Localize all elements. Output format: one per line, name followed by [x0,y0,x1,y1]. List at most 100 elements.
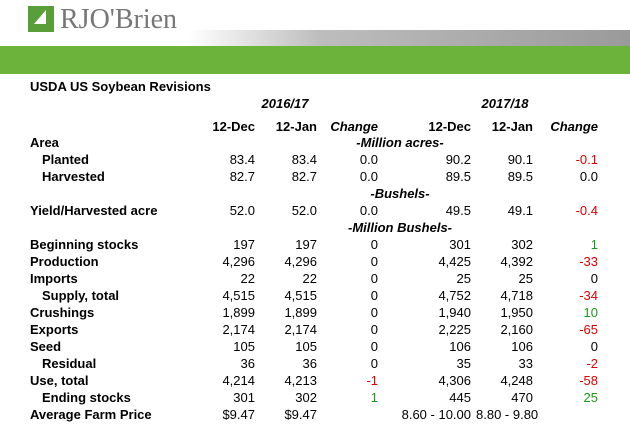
cell: 22 [302,271,317,286]
row-label: Average Farm Price [30,407,152,422]
cell: 35 [456,356,471,371]
cell: 106 [511,339,533,354]
cell: 36 [240,356,255,371]
cell: 36 [302,356,317,371]
column-header: 12-Dec [212,119,255,134]
green-band [0,46,630,74]
cell: 33 [518,356,533,371]
cell: 0 [370,322,378,337]
cell: 25 [456,271,471,286]
cell: -34 [579,288,598,303]
row-label: Ending stocks [42,390,131,405]
cell: 2,174 [284,322,317,337]
cell: 197 [233,237,255,252]
row-label: Crushings [30,305,95,320]
cell: 470 [511,390,533,405]
cell: 82.7 [229,169,255,184]
cell: 0 [590,339,598,354]
cell: $9.47 [222,407,255,422]
cell: 105 [233,339,255,354]
column-header: 12-Jan [275,119,317,134]
row-label: Area [30,135,59,150]
row-label: Planted [42,152,89,167]
cell: 4,248 [500,373,533,388]
row-label: Seed [30,339,62,354]
cell: 49.1 [507,203,533,218]
cell: 0.0 [579,169,598,184]
row-label: Production [30,254,99,269]
cell: -0.4 [575,203,598,218]
cell: 4,425 [438,254,471,269]
cell: 1,940 [438,305,471,320]
column-header: 12-Jan [491,119,533,134]
cell: 4,718 [500,288,533,303]
cell: 49.5 [445,203,471,218]
cell: 2,225 [438,322,471,337]
cell: 90.2 [445,152,471,167]
column-header: 12-Dec [428,119,471,134]
cell: 1,899 [284,305,317,320]
cell: 4,296 [222,254,255,269]
title: USDA US Soybean Revisions [30,79,211,94]
row-label: Exports [30,322,79,337]
cell: 89.5 [507,169,533,184]
cell: 302 [511,237,533,252]
row-label: Residual [42,356,97,371]
year-header: 2017/18 [481,96,529,111]
row-label: Use, total [30,373,89,388]
cell: 2,174 [222,322,255,337]
cell: -58 [579,373,598,388]
cell: 0 [370,271,378,286]
cell: 90.1 [507,152,533,167]
row-label: Imports [30,271,78,286]
cell: 25 [583,390,598,405]
cell: 4,752 [438,288,471,303]
header-band: RJO'Brien [0,0,630,74]
cell: 0 [370,288,378,303]
column-header: Change [330,119,378,134]
cell: 0 [370,237,378,252]
cell: 52.0 [291,203,317,218]
column-header: Change [550,119,598,134]
cell: 0.0 [359,203,378,218]
cell: 197 [295,237,317,252]
cell: 105 [295,339,317,354]
cell: 0.0 [359,169,378,184]
gray-stripe [188,30,630,46]
cell: 0 [370,339,378,354]
cell: 302 [295,390,317,405]
cell: 10 [583,305,598,320]
cell: -2 [586,356,598,371]
unit-label: -Million Bushels- [348,220,452,235]
cell: 106 [449,339,471,354]
cell: 4,306 [438,373,471,388]
cell: -33 [579,254,598,269]
unit-label: -Bushels- [370,186,430,201]
year-header: 2016/17 [261,96,309,111]
cell: 82.7 [291,169,317,184]
cell: 0 [370,254,378,269]
cell: -1 [366,373,378,388]
cell: 0 [590,271,598,286]
cell: 8.60 - 10.00 [401,407,471,422]
cell: 89.5 [445,169,471,184]
cell: 0 [370,305,378,320]
cell: 0.0 [359,152,378,167]
cell: 1 [370,390,378,405]
unit-label: -Million acres- [356,135,444,150]
logo-text: RJO'Brien [60,4,178,35]
row-label: Yield/Harvested acre [30,203,158,218]
cell: 0 [370,356,378,371]
cell: 1,899 [222,305,255,320]
cell: 83.4 [291,152,317,167]
cell: 4,515 [284,288,317,303]
cell: 4,515 [222,288,255,303]
cell: -65 [579,322,598,337]
cell: 4,214 [222,373,255,388]
cell: 1,950 [500,305,533,320]
cell: 22 [240,271,255,286]
cell: 4,392 [500,254,533,269]
cell: 25 [518,271,533,286]
cell: 4,213 [284,373,317,388]
